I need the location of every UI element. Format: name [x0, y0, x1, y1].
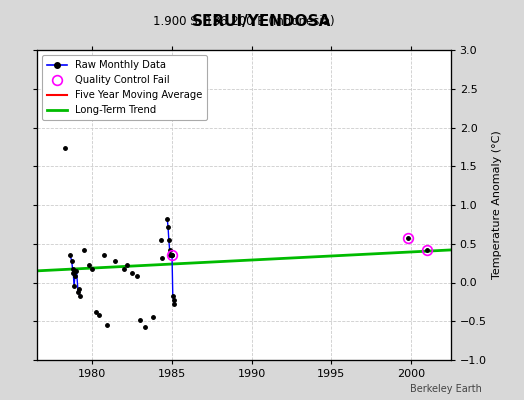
Legend: Raw Monthly Data, Quality Control Fail, Five Year Moving Average, Long-Term Tren: Raw Monthly Data, Quality Control Fail, …	[42, 55, 207, 120]
Text: Berkeley Earth: Berkeley Earth	[410, 384, 482, 394]
Text: SERUI/YENDOSA: SERUI/YENDOSA	[192, 14, 332, 29]
Title: 1.900 S, 136.200 E (Indonesia): 1.900 S, 136.200 E (Indonesia)	[153, 15, 334, 28]
Y-axis label: Temperature Anomaly (°C): Temperature Anomaly (°C)	[492, 131, 502, 279]
